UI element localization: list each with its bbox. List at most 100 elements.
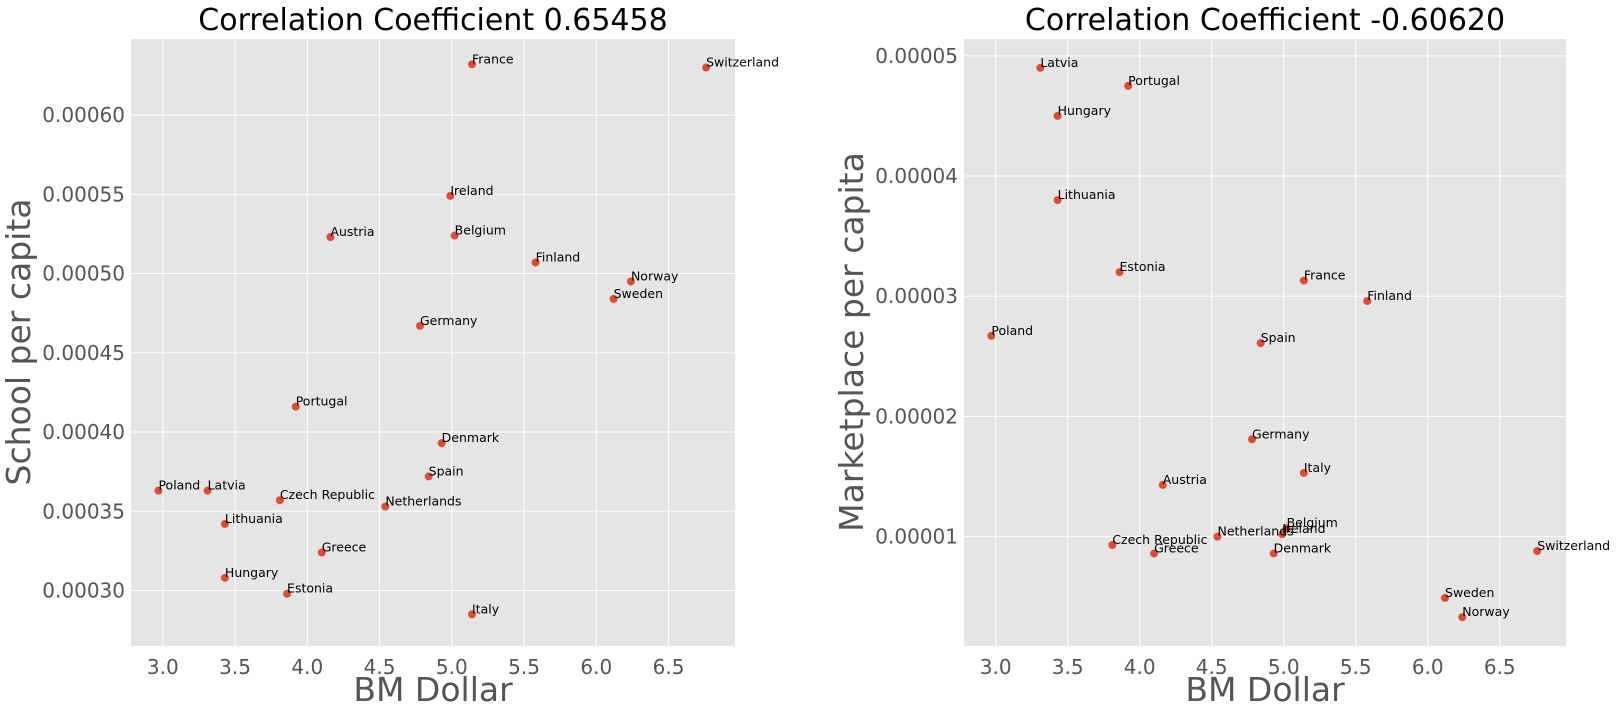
data-point	[1108, 541, 1117, 550]
data-point-label: Hungary	[1058, 103, 1112, 118]
x-tick-label: 5.0	[1268, 655, 1300, 679]
data-point	[1363, 297, 1372, 306]
data-point	[450, 231, 459, 240]
data-point-label: Ireland	[450, 183, 493, 198]
data-point-label: Lithuania	[225, 511, 283, 526]
y-tick-label: 0.00055	[42, 182, 125, 206]
data-point	[283, 589, 292, 598]
data-point	[1053, 196, 1062, 205]
data-point	[381, 502, 390, 511]
data-point-label: Denmark	[1274, 540, 1332, 555]
y-tick-label: 0.00035	[42, 499, 125, 523]
data-point	[415, 321, 424, 330]
data-point	[1269, 549, 1278, 558]
data-point-label: Belgium	[455, 223, 506, 238]
data-point-label: Netherlands	[385, 494, 461, 509]
y-tick-label: 0.00030	[42, 579, 125, 603]
plot-area	[131, 39, 735, 646]
data-point-label: Estonia	[287, 581, 333, 596]
data-point	[317, 548, 326, 557]
data-point-label: Norway	[1462, 604, 1510, 619]
data-point	[1299, 468, 1308, 477]
data-point-label: France	[1304, 268, 1346, 283]
x-tick-label: 6.5	[653, 655, 685, 679]
data-point-label: Germany	[1252, 426, 1310, 441]
data-point-label: Lithuania	[1058, 187, 1116, 202]
data-point-label: Spain	[429, 463, 464, 478]
x-tick-label: 4.5	[364, 655, 396, 679]
data-point-label: Estonia	[1120, 259, 1166, 274]
x-axis-label: BM Dollar	[353, 670, 513, 709]
data-point-label: Denmark	[442, 430, 500, 445]
data-point	[220, 573, 229, 582]
x-tick-label: 3.5	[219, 655, 251, 679]
data-point-label: Hungary	[225, 565, 279, 580]
data-point	[609, 294, 618, 303]
data-point-label: Czech Republic	[1112, 532, 1207, 547]
data-point	[326, 233, 335, 242]
data-point-label: Latvia	[208, 478, 246, 493]
x-tick-label: 5.5	[508, 655, 540, 679]
data-point	[702, 63, 711, 72]
data-point-label: Switzerland	[706, 55, 779, 70]
y-tick-label: 0.00005	[875, 44, 958, 68]
x-tick-label: 3.5	[1052, 655, 1084, 679]
x-axis-label: BM Dollar	[1185, 670, 1345, 709]
data-point	[154, 486, 163, 495]
x-tick-label: 6.5	[1484, 655, 1516, 679]
x-tick-labels: 3.0 3.5 4.0 4.5 5.0 5.5 6.0 6.5	[980, 655, 1516, 679]
x-tick-label: 4.0	[291, 655, 323, 679]
data-point-label: Sweden	[1445, 585, 1494, 600]
data-point	[1053, 111, 1062, 120]
data-point-label: Poland	[991, 323, 1033, 338]
x-tick-label: 6.0	[1412, 655, 1444, 679]
data-point	[626, 277, 635, 286]
data-point-label: Switzerland	[1537, 538, 1610, 553]
data-point	[1458, 613, 1467, 622]
y-tick-label: 0.00001	[875, 525, 958, 549]
chart-title: Correlation Coefficient -0.60620	[1025, 3, 1505, 38]
x-tick-label: 3.0	[147, 655, 179, 679]
data-point-label: Czech Republic	[280, 487, 375, 502]
y-axis-label: Marketplace per capita	[832, 152, 871, 532]
x-tick-label: 4.5	[1196, 655, 1228, 679]
data-point-label: Norway	[631, 268, 679, 283]
data-point	[424, 472, 433, 481]
y-tick-labels: 0.00030 0.00035 0.00040 0.00045 0.00050 0.000…	[42, 103, 125, 602]
x-tick-label: 6.0	[580, 655, 612, 679]
y-axis-label: School per capita	[0, 199, 38, 486]
data-point	[1158, 480, 1167, 489]
y-tick-label: 0.00004	[875, 164, 958, 188]
data-point	[203, 486, 212, 495]
data-point	[531, 258, 540, 267]
x-tick-labels: 3.0 3.5 4.0 4.5 5.0 5.5 6.0 6.5	[147, 655, 685, 679]
x-tick-label: 5.5	[1340, 655, 1372, 679]
y-tick-label: 0.00003	[875, 284, 958, 308]
data-point-label: Sweden	[614, 286, 663, 301]
data-point	[1213, 532, 1222, 541]
data-point	[1299, 276, 1308, 285]
plot-area	[964, 39, 1566, 646]
data-point-label: Finland	[536, 249, 581, 264]
data-point-label: Germany	[420, 313, 478, 328]
data-point	[437, 439, 446, 448]
x-tick-label: 4.0	[1124, 655, 1156, 679]
y-tick-label: 0.00040	[42, 420, 125, 444]
gridlines	[964, 39, 1566, 646]
data-point	[1278, 530, 1287, 539]
chart-marketplace-per-capita: Latvia Portugal Hungary Lithuania Estonia Fra…	[832, 3, 1610, 709]
data-point-label: Portugal	[296, 394, 348, 409]
data-point	[275, 496, 284, 505]
data-point-label: Latvia	[1040, 55, 1078, 70]
data-point	[1282, 524, 1291, 533]
data-point-label: Belgium	[1287, 515, 1338, 530]
y-tick-label: 0.00045	[42, 341, 125, 365]
data-point-label: Portugal	[1128, 73, 1180, 88]
data-points: Latvia Portugal Hungary Lithuania Estonia Fra…	[987, 55, 1610, 622]
data-point-label: Italy	[472, 601, 500, 616]
data-point-label: Austria	[1163, 472, 1207, 487]
data-point	[987, 331, 996, 340]
data-point	[1533, 547, 1542, 556]
data-point	[1248, 435, 1257, 444]
